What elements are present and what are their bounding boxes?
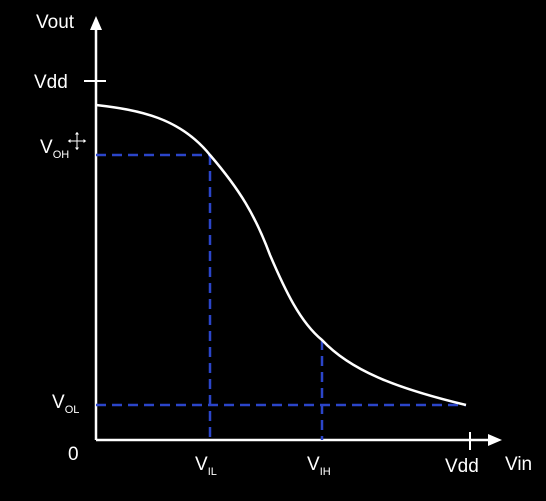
vil-label-sub: IL: [208, 466, 217, 478]
voh-label-sub: OH: [53, 149, 70, 161]
vol-label: VOL: [52, 392, 79, 416]
vol-label-main: V: [52, 392, 65, 413]
vih-label-main: V: [307, 454, 320, 475]
y-axis-arrow: [90, 16, 102, 30]
x-axis-arrow: [488, 434, 502, 446]
x-axis-label: Vin: [505, 454, 532, 475]
vil-label-main: V: [195, 454, 208, 475]
origin-label: 0: [68, 444, 79, 465]
voh-label-main: V: [40, 137, 53, 158]
vol-label-sub: OL: [65, 404, 80, 416]
y-axis-label: Vout: [36, 12, 75, 33]
move-cursor-icon: [66, 130, 88, 152]
vih-label-sub: IH: [320, 466, 331, 478]
x-vdd-label: Vdd: [445, 456, 479, 477]
vih-label: VIH: [307, 454, 331, 478]
voh-label: VOH: [40, 137, 69, 161]
y-vdd-label: Vdd: [34, 72, 68, 93]
vil-label: VIL: [195, 454, 217, 478]
transfer-curve: [95, 103, 467, 407]
